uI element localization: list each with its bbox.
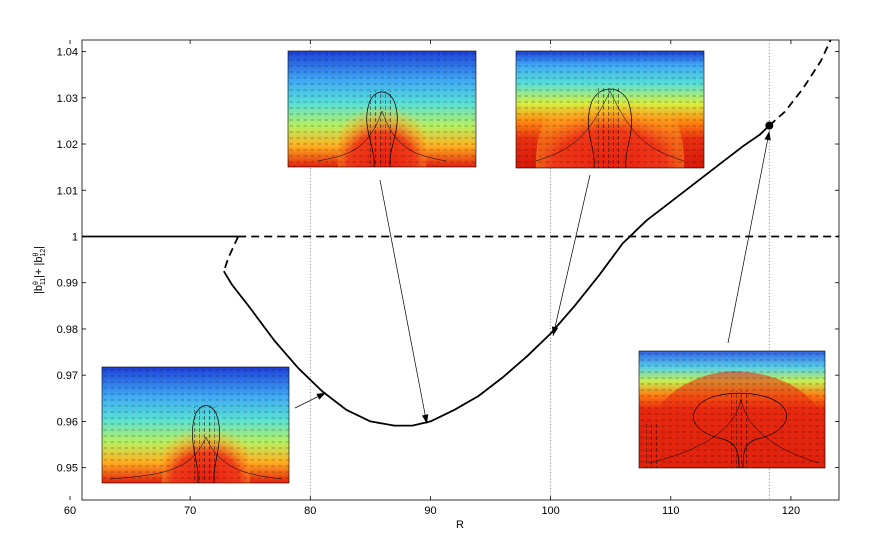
y-tick-label: 0.95 bbox=[57, 463, 78, 475]
y-tick-label: 1.02 bbox=[57, 139, 78, 151]
inset-bottom-right bbox=[638, 350, 826, 469]
x-tick-label: 60 bbox=[64, 505, 76, 517]
x-tick-label: 90 bbox=[424, 505, 436, 517]
stable-branch-line bbox=[223, 124, 770, 427]
y-tick-label: 0.97 bbox=[57, 370, 78, 382]
x-tick-label: 100 bbox=[541, 505, 559, 517]
pointer-arrow-head bbox=[422, 414, 429, 424]
series-group bbox=[82, 40, 839, 427]
pointer-arrow-line bbox=[727, 131, 770, 344]
inset-top-right bbox=[515, 50, 705, 169]
pointer-arrow-head bbox=[764, 131, 771, 141]
y-axis-label: |bθ11|+ |bθ12| bbox=[33, 246, 47, 294]
x-tick-label: 110 bbox=[662, 505, 680, 517]
unstable-branch-line bbox=[222, 236, 240, 272]
y-tick-label: 1.04 bbox=[57, 47, 78, 59]
axis-ticks: 60 70 80 90 100 110 120 0.95 0.96 0.97 0.98 0.99 1 1.… bbox=[57, 40, 839, 517]
y-tick-label: 1.03 bbox=[57, 93, 78, 105]
arrows-group bbox=[294, 131, 771, 424]
inset-bottom-left bbox=[101, 366, 290, 484]
pointer-arrow-line bbox=[552, 174, 591, 336]
x-tick-label: 120 bbox=[782, 505, 800, 517]
x-tick-label: 70 bbox=[184, 505, 196, 517]
y-tick-label: 0.96 bbox=[57, 416, 78, 428]
pointer-arrow-line bbox=[379, 179, 428, 424]
data-point-marker bbox=[765, 121, 774, 130]
pointer-arrow-head bbox=[551, 326, 559, 336]
unstable-branch-line bbox=[768, 40, 832, 127]
x-axis-label: R bbox=[456, 519, 464, 531]
y-tick-label: 0.99 bbox=[57, 278, 78, 290]
y-tick-label: 1.01 bbox=[57, 185, 78, 197]
pointer-arrow-head bbox=[316, 392, 326, 400]
markers-group bbox=[765, 121, 774, 130]
y-tick-label: 1 bbox=[72, 231, 78, 243]
inset-top-left bbox=[287, 50, 477, 168]
y-tick-label: 0.98 bbox=[57, 324, 78, 336]
x-tick-label: 80 bbox=[304, 505, 316, 517]
